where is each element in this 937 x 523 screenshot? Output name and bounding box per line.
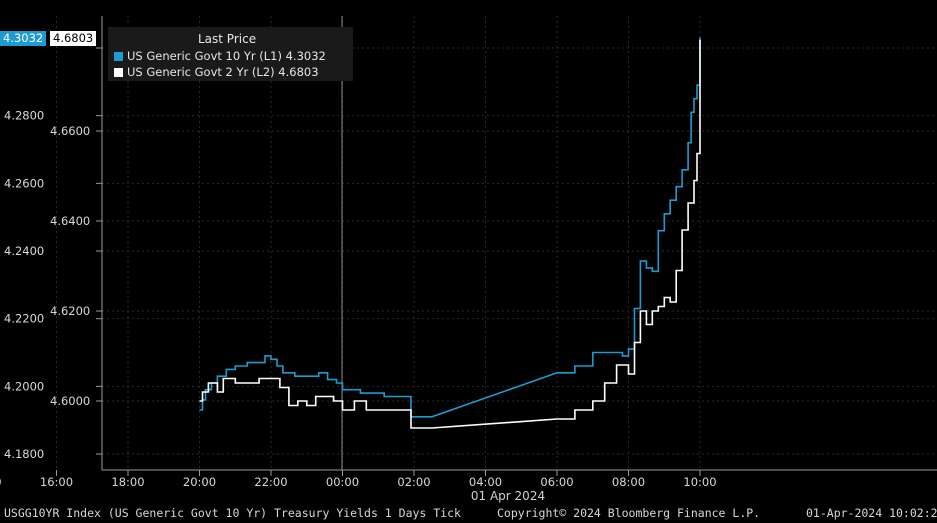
footer-timestamp: 01-Apr-2024 10:02:21 [806, 506, 937, 520]
legend-swatch-10yr [114, 52, 123, 61]
y-right-tick-label: 4.6200 [50, 304, 90, 318]
x-axis-ticks: 18:00 20:00 22:00 00:00 02:00 04:00 06:00 08:00… [0, 470, 717, 489]
x-tick-label: 20:00 [183, 475, 216, 489]
chart-legend[interactable]: Last Price US Generic Govt 10 Yr (L1) 4.… [108, 27, 353, 81]
y-right-tick-label: 4.6600 [50, 124, 90, 138]
last-value-tag-10yr: 4.3032 [0, 31, 47, 46]
x-tick-label: 06:00 [540, 475, 573, 489]
legend-swatch-2yr [114, 68, 123, 77]
y-right-tick-label: 4.6000 [50, 394, 90, 408]
x-axis-date-label: 01 Apr 2024 [471, 489, 545, 503]
y-left-tick-label: 4.2000 [4, 379, 44, 393]
x-tick-label: 10:00 [683, 475, 716, 489]
series-lines [199, 37, 701, 429]
x-tick-label: 04:00 [469, 475, 502, 489]
y-left-tick-label: 4.2800 [4, 109, 44, 123]
x-tick-label: 22:00 [254, 475, 287, 489]
y-left-tick-label: 4.2400 [4, 244, 44, 258]
y-left-tick-label: 4.2600 [4, 176, 44, 190]
last-value-tag-2yr: 4.6803 [50, 31, 97, 46]
x-tick-label: 14:00 [0, 475, 2, 489]
footer-security-description: USGG10YR Index (US Generic Govt 10 Yr) T… [4, 506, 461, 520]
legend-label-10yr: US Generic Govt 10 Yr (L1) 4.3032 [127, 49, 326, 63]
x-tick-label: 18:00 [111, 475, 144, 489]
y-left-tick-label: 4.2200 [4, 312, 44, 326]
x-tick-label: 16:00 [40, 475, 73, 489]
x-tick-label: 00:00 [326, 475, 359, 489]
series-line-10yr [199, 37, 701, 418]
footer-bar: USGG10YR Index (US Generic Govt 10 Yr) T… [0, 504, 937, 523]
y-axis-ticks: 4.2800 4.2600 4.2400 4.2200 4.2000 4.1800 4.66… [4, 47, 102, 461]
footer-copyright: Copyright© 2024 Bloomberg Finance L.P. [497, 506, 761, 520]
x-tick-label: 08:00 [612, 475, 645, 489]
legend-title: Last Price [198, 32, 257, 46]
legend-label-2yr: US Generic Govt 2 Yr (L2) 4.6803 [127, 65, 319, 79]
yield-chart: 4.2800 4.2600 4.2400 4.2200 4.2000 4.1800 4.66… [0, 16, 937, 503]
chart-grid [56, 16, 937, 470]
x-tick-label: 02:00 [397, 475, 430, 489]
legend-entry-10yr[interactable]: US Generic Govt 10 Yr (L1) 4.3032 [114, 49, 326, 63]
y-right-tick-label: 4.6400 [50, 214, 90, 228]
y-left-tick-label: 4.1800 [4, 447, 44, 461]
series-line-2yr [199, 39, 701, 429]
legend-entry-2yr[interactable]: US Generic Govt 2 Yr (L2) 4.6803 [114, 65, 319, 79]
